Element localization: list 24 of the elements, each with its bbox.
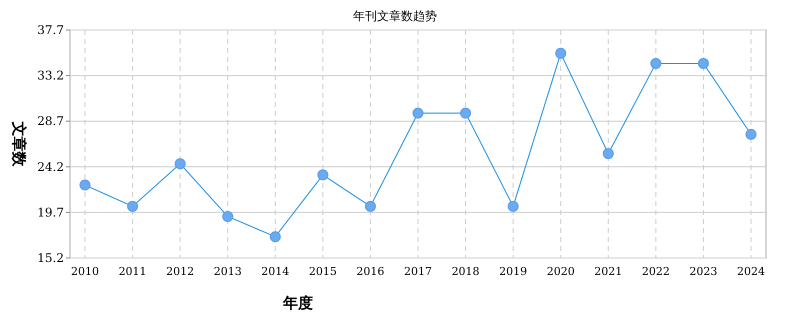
- y-tick-label: 24.2: [37, 160, 64, 174]
- x-tick-label: 2015: [308, 265, 337, 278]
- x-tick-label: 2016: [356, 265, 384, 278]
- y-axis-title: 文章数: [10, 120, 28, 168]
- x-tick-label: 2021: [594, 265, 622, 278]
- x-tick-label: 2022: [642, 265, 670, 278]
- x-tick-label: 2023: [689, 265, 718, 278]
- x-tick-label: 2011: [118, 265, 147, 278]
- x-tick-label: 2019: [499, 265, 528, 278]
- y-tick-label: 15.2: [37, 251, 64, 265]
- x-tick-label: 2012: [166, 265, 194, 278]
- x-tick-label: 2020: [546, 265, 575, 278]
- y-tick-label: 19.7: [37, 205, 64, 220]
- y-tick-label: 37.7: [37, 23, 64, 37]
- x-tick-label: 2013: [214, 265, 242, 278]
- x-axis-title: 年度: [282, 294, 313, 312]
- y-tick-label: 33.2: [37, 68, 64, 83]
- x-tick-label: 2017: [404, 265, 432, 278]
- chart-title: 年刊文章数趋势: [353, 9, 437, 23]
- x-tick-label: 2018: [452, 265, 480, 278]
- x-tick-label: 2024: [737, 265, 765, 278]
- x-tick-label: 2010: [71, 265, 99, 278]
- x-tick-label: 2014: [261, 265, 290, 278]
- y-tick-label: 28.7: [37, 114, 64, 128]
